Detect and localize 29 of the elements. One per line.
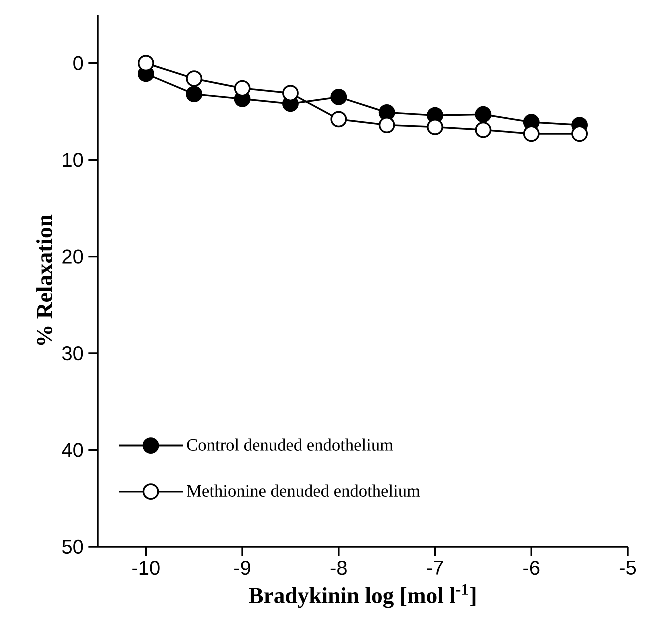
x-tick-label: -5 [620, 561, 636, 575]
x-tick-label: -6 [524, 561, 540, 576]
x-tick-label: -8 [330, 561, 347, 576]
point [330, 111, 348, 128]
x-tick-label: -10 [132, 561, 160, 576]
y-tick-label: 50 [62, 540, 84, 554]
point [282, 85, 299, 102]
point [475, 106, 492, 123]
x-tick-label: -9 [234, 561, 250, 576]
point [186, 70, 203, 88]
y-tick-label: 40 [62, 443, 84, 458]
legend-label: Control denuded endothelium [187, 438, 394, 451]
point [572, 126, 588, 142]
x-tick-label: -7 [427, 561, 444, 575]
point [523, 126, 540, 142]
legend-label: Methionine denuded endothelium [187, 484, 420, 497]
point [427, 119, 444, 136]
point [378, 117, 396, 134]
point [186, 86, 203, 103]
y-axis-title: % Relaxation [36, 214, 53, 346]
point [475, 122, 492, 138]
point [330, 89, 348, 106]
point [138, 55, 154, 72]
y-tick-label: 30 [62, 346, 84, 361]
y-tick-label: 10 [63, 153, 84, 168]
point [234, 80, 251, 97]
y-tick-label: 20 [62, 250, 84, 264]
y-tick-label: 0 [74, 56, 84, 70]
x-axis-title: Bradykinin log [mol l$^{-1}$] [249, 584, 476, 608]
